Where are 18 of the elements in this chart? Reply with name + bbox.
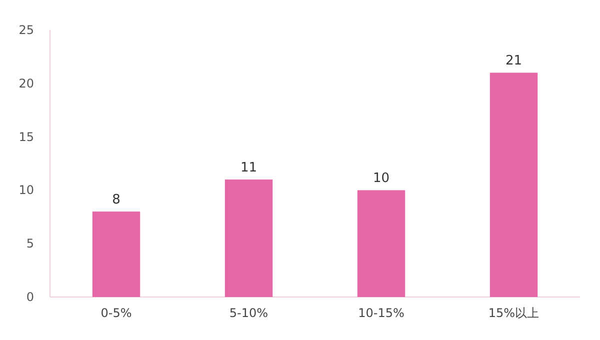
data-label: 21 <box>505 54 522 69</box>
data-label: 10 <box>372 171 390 186</box>
y-tick-label: 20 <box>18 76 34 90</box>
y-tick-label: 5 <box>26 236 34 251</box>
y-tick-label: 10 <box>18 183 34 198</box>
x-tick-label: 0-5% <box>100 306 132 320</box>
bar <box>490 72 538 297</box>
x-tick-label: 10-15% <box>358 306 404 320</box>
bar <box>357 190 406 297</box>
y-tick-label: 25 <box>18 23 34 37</box>
bar <box>224 180 273 297</box>
x-tick-label: 15%以上 <box>488 306 540 320</box>
bar <box>92 212 140 297</box>
data-label: 8 <box>112 192 120 208</box>
y-tick-label: 15 <box>18 130 34 144</box>
y-tick-label: 0 <box>26 290 34 304</box>
x-tick-label: 5-10% <box>229 306 268 320</box>
data-label: 11 <box>240 160 258 176</box>
